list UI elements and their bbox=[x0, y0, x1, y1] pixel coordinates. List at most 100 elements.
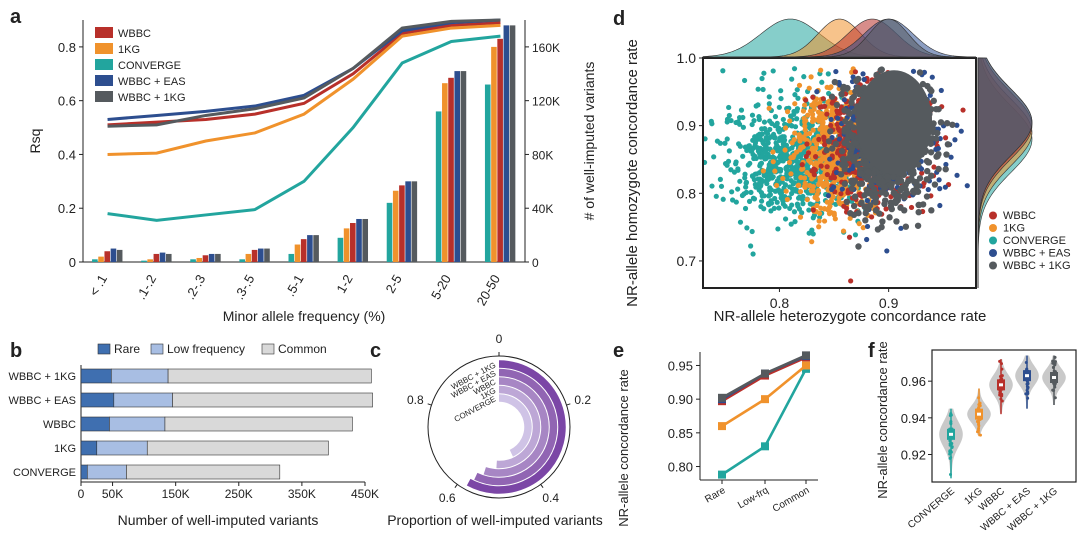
scatter-point bbox=[755, 148, 761, 154]
bar bbox=[337, 237, 344, 262]
scatter-point bbox=[801, 183, 808, 190]
scatter-point bbox=[816, 224, 822, 230]
marginal-density-y bbox=[977, 57, 1033, 288]
scatter-point bbox=[812, 167, 818, 173]
scatter-point bbox=[795, 203, 801, 209]
scatter-point bbox=[742, 205, 749, 212]
scatter-point bbox=[938, 87, 944, 94]
scatter-point bbox=[805, 112, 811, 118]
scatter-point bbox=[802, 123, 808, 129]
scatter-point bbox=[812, 194, 818, 201]
scatter-point bbox=[765, 176, 772, 182]
scatter-point bbox=[708, 118, 714, 124]
y-tick-label: 0.80 bbox=[668, 460, 693, 475]
scatter-point bbox=[755, 86, 761, 92]
scatter-point bbox=[827, 156, 833, 162]
stacked-bar bbox=[164, 416, 353, 432]
legend-label: WBBC bbox=[118, 28, 151, 40]
scatter-point bbox=[749, 121, 755, 128]
scatter-point bbox=[934, 129, 941, 137]
scatter-point bbox=[895, 176, 902, 183]
scatter-point bbox=[709, 183, 715, 189]
bar bbox=[202, 255, 209, 262]
scatter-point bbox=[817, 113, 823, 119]
series-marker bbox=[802, 351, 810, 360]
scatter-point bbox=[862, 160, 870, 167]
scatter-point bbox=[822, 206, 828, 212]
x-tick-label: 2-5 bbox=[382, 272, 404, 296]
radial-tick bbox=[427, 403, 432, 406]
x-axis-label: NR-allele heterozygote concordance rate bbox=[714, 308, 987, 325]
scatter-point bbox=[935, 165, 942, 173]
scatter-point bbox=[814, 89, 820, 95]
scatter-point bbox=[821, 142, 828, 148]
scatter-point bbox=[758, 181, 764, 187]
scatter-point bbox=[783, 125, 789, 131]
scatter-point bbox=[765, 200, 772, 207]
scatter-point bbox=[810, 207, 816, 213]
scatter-point bbox=[809, 102, 815, 108]
scatter-point bbox=[925, 186, 931, 193]
scatter-point bbox=[852, 69, 858, 75]
legend-swatch bbox=[150, 343, 164, 355]
scatter-point bbox=[751, 118, 757, 124]
scatter-point bbox=[856, 221, 862, 227]
scatter-point bbox=[936, 177, 942, 183]
legend-label: 1KG bbox=[1003, 223, 1025, 235]
y2-tick-label: 0 bbox=[532, 256, 539, 270]
scatter-point bbox=[828, 122, 834, 129]
bar bbox=[288, 253, 295, 262]
scatter-point bbox=[800, 193, 806, 200]
y-tick-label: 0.96 bbox=[901, 374, 926, 389]
scatter-point bbox=[815, 187, 822, 194]
scatter-point bbox=[743, 180, 749, 186]
scatter-point bbox=[864, 168, 872, 176]
radial-tick bbox=[540, 484, 544, 488]
y-tick-label: 0.8 bbox=[58, 40, 76, 55]
series-line bbox=[107, 21, 501, 127]
x-tick-label: 20-50 bbox=[473, 272, 503, 308]
scatter-point bbox=[760, 140, 767, 147]
scatter-point bbox=[841, 97, 847, 103]
y-tick-label: 1KG bbox=[54, 443, 76, 455]
scatter-point bbox=[878, 66, 885, 73]
scatter-point bbox=[758, 203, 764, 210]
scatter-point bbox=[774, 120, 780, 126]
scatter-point bbox=[835, 185, 841, 191]
scatter-point bbox=[800, 134, 806, 140]
scatter-point bbox=[848, 145, 856, 152]
scatter-point bbox=[876, 210, 883, 217]
scatter-point bbox=[923, 193, 931, 200]
scatter-point bbox=[796, 134, 802, 140]
series-marker bbox=[718, 422, 726, 431]
scatter-point bbox=[838, 148, 846, 155]
legend-label: CONVERGE bbox=[1003, 235, 1066, 247]
scatter-point bbox=[852, 232, 859, 238]
scatter-point bbox=[862, 217, 869, 224]
bar bbox=[399, 185, 405, 262]
scatter-point bbox=[879, 218, 886, 225]
bar bbox=[141, 260, 147, 262]
scatter-point bbox=[810, 215, 816, 221]
bar bbox=[165, 253, 172, 262]
violin-median bbox=[977, 412, 981, 416]
scatter-point bbox=[811, 162, 818, 168]
scatter-point bbox=[766, 101, 772, 107]
scatter-point bbox=[944, 141, 952, 148]
x-axis-label: Minor allele frequency (%) bbox=[223, 308, 386, 324]
scatter-point bbox=[770, 68, 776, 74]
scatter-point bbox=[866, 202, 874, 209]
bar bbox=[411, 181, 418, 262]
scatter-point bbox=[823, 147, 830, 154]
series-line bbox=[107, 34, 501, 222]
scatter-point bbox=[742, 175, 748, 181]
bar bbox=[251, 249, 258, 262]
scatter-point bbox=[800, 201, 806, 207]
scatter-point bbox=[910, 178, 918, 185]
radial-category-label: CONVERGE bbox=[453, 394, 498, 423]
scatter-point bbox=[791, 209, 798, 215]
scatter-point bbox=[789, 202, 795, 208]
scatter-point bbox=[733, 119, 739, 126]
scatter-point bbox=[843, 198, 851, 206]
